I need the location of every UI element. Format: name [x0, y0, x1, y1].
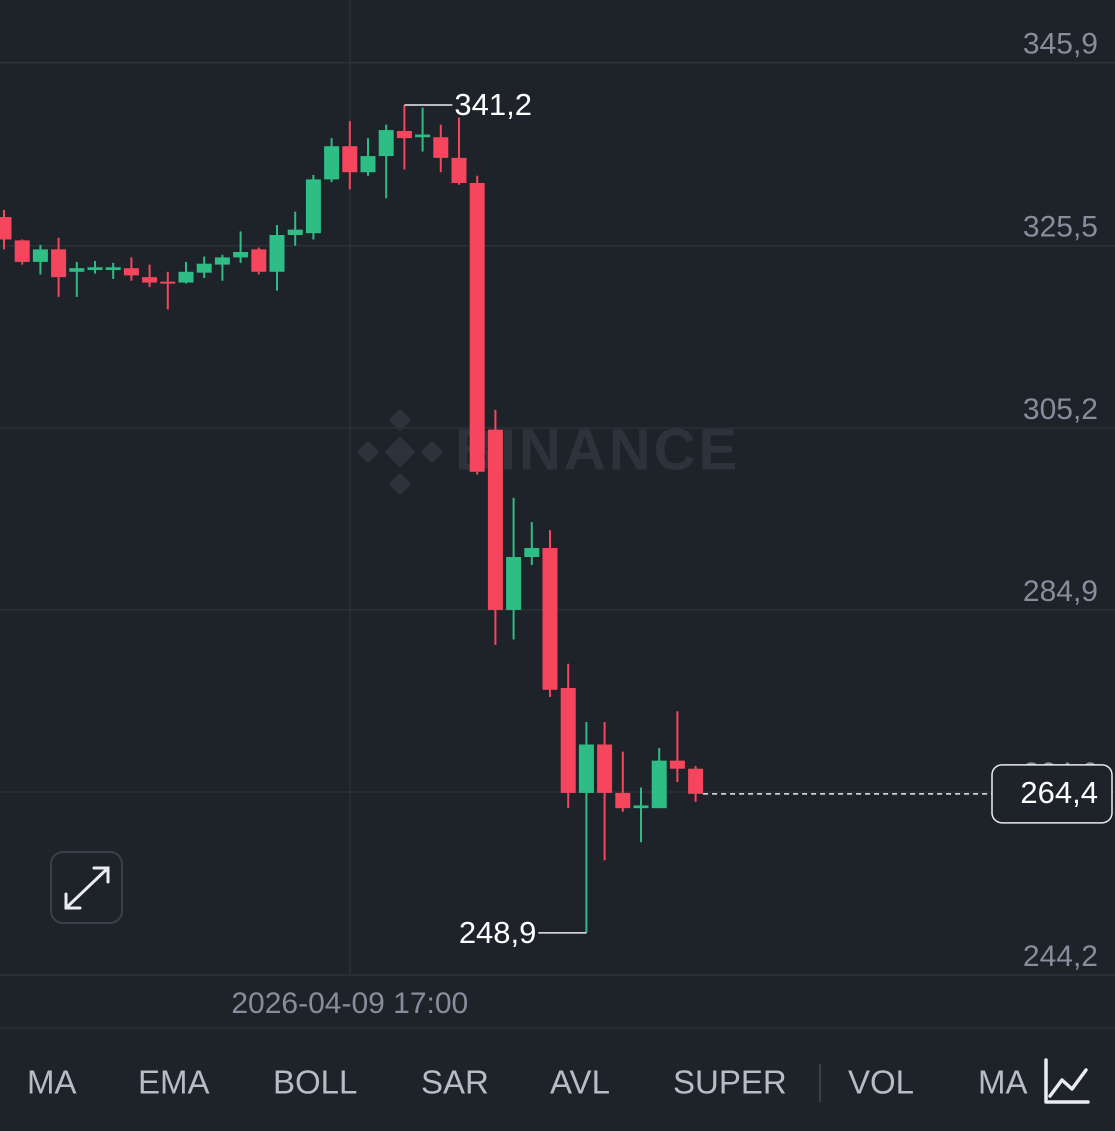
candle-body — [360, 156, 376, 173]
candle-body — [560, 687, 576, 793]
candle-body — [396, 130, 412, 139]
annotation-label: 341,2 — [454, 87, 532, 122]
candle-body — [324, 146, 340, 180]
candle-body — [105, 267, 121, 270]
candle-body — [433, 137, 449, 158]
candle-body — [160, 281, 176, 284]
indicator-tab[interactable]: MA — [978, 1064, 1028, 1101]
y-tick-label: 284,9 — [1023, 575, 1098, 608]
indicator-tabs: MA EMA BOLL SAR AVL SUPER VOL MA — [27, 1064, 1028, 1101]
y-tick-label: 345,9 — [1023, 28, 1098, 61]
candle-body — [51, 249, 67, 278]
candle-body — [578, 744, 594, 793]
candle-body — [14, 240, 30, 262]
indicator-tab[interactable]: SUPER — [673, 1064, 787, 1101]
candle-body — [0, 217, 12, 240]
candle-body — [269, 235, 285, 272]
annotation-label: 248,9 — [459, 915, 537, 950]
indicator-tab[interactable]: BOLL — [273, 1064, 357, 1101]
expand-button[interactable] — [50, 851, 123, 924]
candle-body — [305, 179, 321, 234]
candle-body — [32, 249, 48, 262]
candle-body — [669, 760, 685, 769]
indicator-tab[interactable]: VOL — [848, 1064, 914, 1101]
candle-body — [415, 134, 431, 138]
candle-body — [178, 271, 194, 283]
candle-body — [342, 146, 358, 173]
candle-body — [542, 548, 558, 690]
candle-body — [233, 252, 249, 258]
candle-body — [87, 267, 103, 270]
candle-body — [287, 229, 303, 236]
candle-body — [597, 744, 613, 793]
candle-body — [251, 249, 267, 272]
candle-body — [506, 557, 522, 610]
indicator-tab[interactable]: SAR — [421, 1064, 489, 1101]
indicator-tab[interactable]: AVL — [550, 1064, 610, 1101]
last-price-label: 264,4 — [1020, 775, 1098, 810]
candle-body — [123, 268, 139, 276]
last-price-box — [991, 764, 1113, 824]
indicator-tab[interactable]: MA — [27, 1064, 77, 1101]
candle-body — [524, 548, 540, 558]
candle-body — [69, 268, 85, 272]
candle-body — [688, 768, 704, 794]
candle-body — [469, 182, 485, 472]
candle-body — [196, 263, 212, 273]
candle-body — [633, 805, 649, 809]
chart-settings-icon[interactable] — [1044, 1058, 1090, 1104]
plot-area: 2026-04-09 17:00 341,2 248,9 345,9 325,5 305,… — [0, 28, 1115, 1020]
x-tick-label: 2026-04-09 17:00 — [231, 987, 468, 1020]
candle-body — [142, 277, 158, 283]
y-tick-label: 244,2 — [1023, 940, 1098, 973]
y-tick-label: 325,5 — [1023, 211, 1098, 244]
candle-body — [651, 760, 667, 809]
candle-body — [214, 257, 230, 265]
expand-icon[interactable] — [64, 866, 110, 910]
candle-body — [451, 157, 467, 183]
candle-body — [615, 792, 631, 809]
candle-body — [378, 130, 394, 157]
candle-body — [487, 429, 503, 610]
indicator-tab[interactable]: EMA — [138, 1064, 210, 1101]
y-tick-label: 305,2 — [1023, 393, 1098, 426]
